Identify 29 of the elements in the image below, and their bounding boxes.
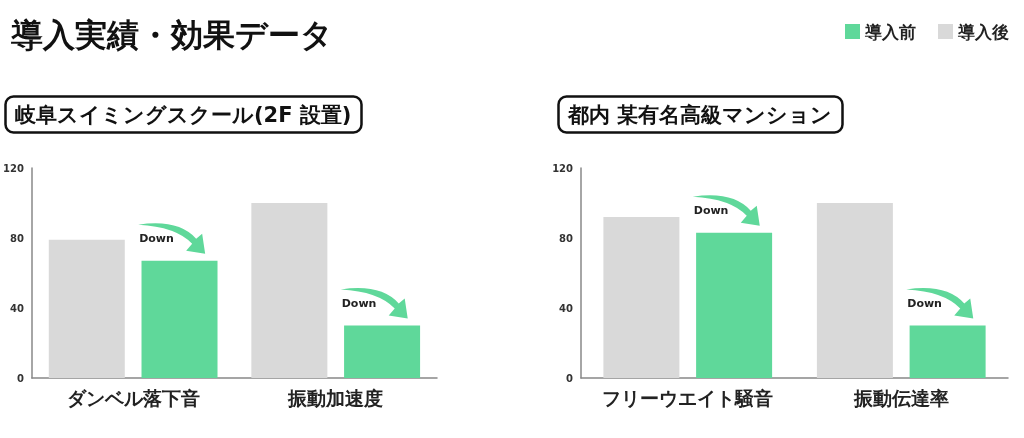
annotation: Down — [341, 296, 377, 310]
chart-title: 都内 某有名高級マンション — [567, 102, 833, 127]
y-tick-label: 0 — [566, 372, 574, 384]
chart-subtitle: 岐阜スイミングスクール(2F 設置) — [15, 102, 352, 127]
y-tick-label: 120 — [552, 162, 574, 174]
annotation: Down — [693, 203, 729, 217]
chart-title: 導入実績・効果データ — [10, 16, 333, 54]
bar — [909, 325, 986, 378]
y-tick-label: 0 — [16, 372, 24, 384]
bar — [251, 203, 328, 378]
x-tick-label: 振動加速度 — [287, 386, 384, 409]
y-tick-label: 120 — [3, 162, 24, 174]
y-tick-label: 40 — [559, 302, 574, 314]
bar — [816, 203, 893, 378]
bar — [141, 260, 218, 378]
bar — [696, 232, 773, 378]
bar — [603, 217, 680, 378]
annotation: Down — [907, 296, 942, 310]
y-tick-label: 80 — [559, 232, 574, 244]
legend-label: 導入前 — [864, 21, 916, 42]
bar — [48, 239, 125, 378]
x-tick-label: フリーウエイト騒音 — [602, 386, 774, 409]
x-tick-label: 振動伝達率 — [852, 386, 949, 409]
y-tick-label: 40 — [9, 302, 24, 314]
y-tick-label: 80 — [9, 232, 24, 244]
annotation: Down — [139, 231, 174, 245]
x-tick-label: ダンベル落下音 — [66, 386, 200, 409]
bar — [344, 325, 421, 378]
legend-label: 導入後 — [957, 21, 1009, 42]
